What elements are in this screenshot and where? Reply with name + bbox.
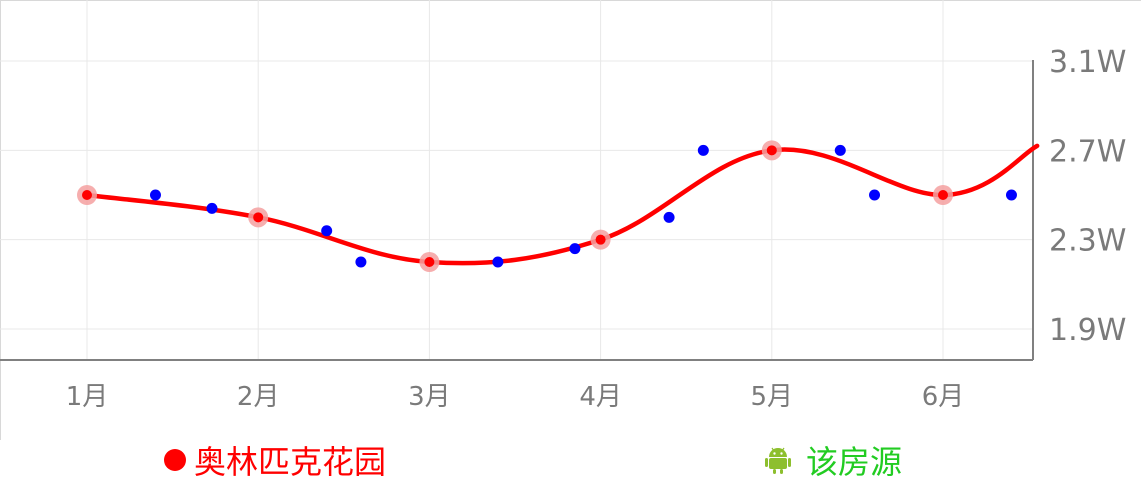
scatter-point [869, 189, 881, 201]
scatter-point [569, 243, 581, 255]
scatter-point [492, 256, 504, 268]
x-tick-label: 2月 [237, 382, 280, 412]
legend-item-secondary: 该房源 [764, 436, 902, 484]
scatter-point [149, 189, 161, 201]
scatter-point [321, 225, 333, 237]
x-tick-label: 4月 [579, 382, 622, 412]
scatter-point [663, 211, 675, 223]
scatter-point [834, 144, 846, 156]
android-icon [765, 447, 791, 474]
y-tick-label: 2.3W [1049, 224, 1126, 259]
series-line-primary [84, 143, 1040, 266]
y-tick-label: 2.7W [1049, 134, 1126, 169]
series-marker [424, 257, 435, 267]
series-marker [82, 190, 92, 200]
scatter-point [355, 256, 367, 268]
scatter-point [1005, 189, 1017, 201]
series-marker [253, 212, 264, 223]
y-tick-label: 3.1W [1049, 45, 1126, 80]
y-tick-label: 1.9W [1049, 313, 1126, 348]
x-tick-label: 6月 [922, 382, 965, 412]
series-marker [595, 234, 606, 245]
series-marker [938, 190, 948, 200]
x-tick-label: 3月 [408, 382, 451, 412]
x-tick-label: 1月 [66, 382, 109, 412]
x-tick-label: 5月 [751, 382, 794, 412]
scatter-point [697, 144, 709, 156]
scatter-point [206, 202, 218, 214]
legend-item-primary: 奥林匹克花园 [164, 436, 386, 484]
legend-label-secondary: 该房源 [806, 443, 903, 481]
legend-dot-primary [164, 449, 186, 471]
legend-label-primary: 奥林匹克花园 [194, 443, 387, 481]
series-marker [766, 145, 777, 156]
price-trend-chart: 1.9W 2.3W 2.7W 3.1W 1月 2月 3月 4月 5月 6月 [0, 0, 1141, 440]
